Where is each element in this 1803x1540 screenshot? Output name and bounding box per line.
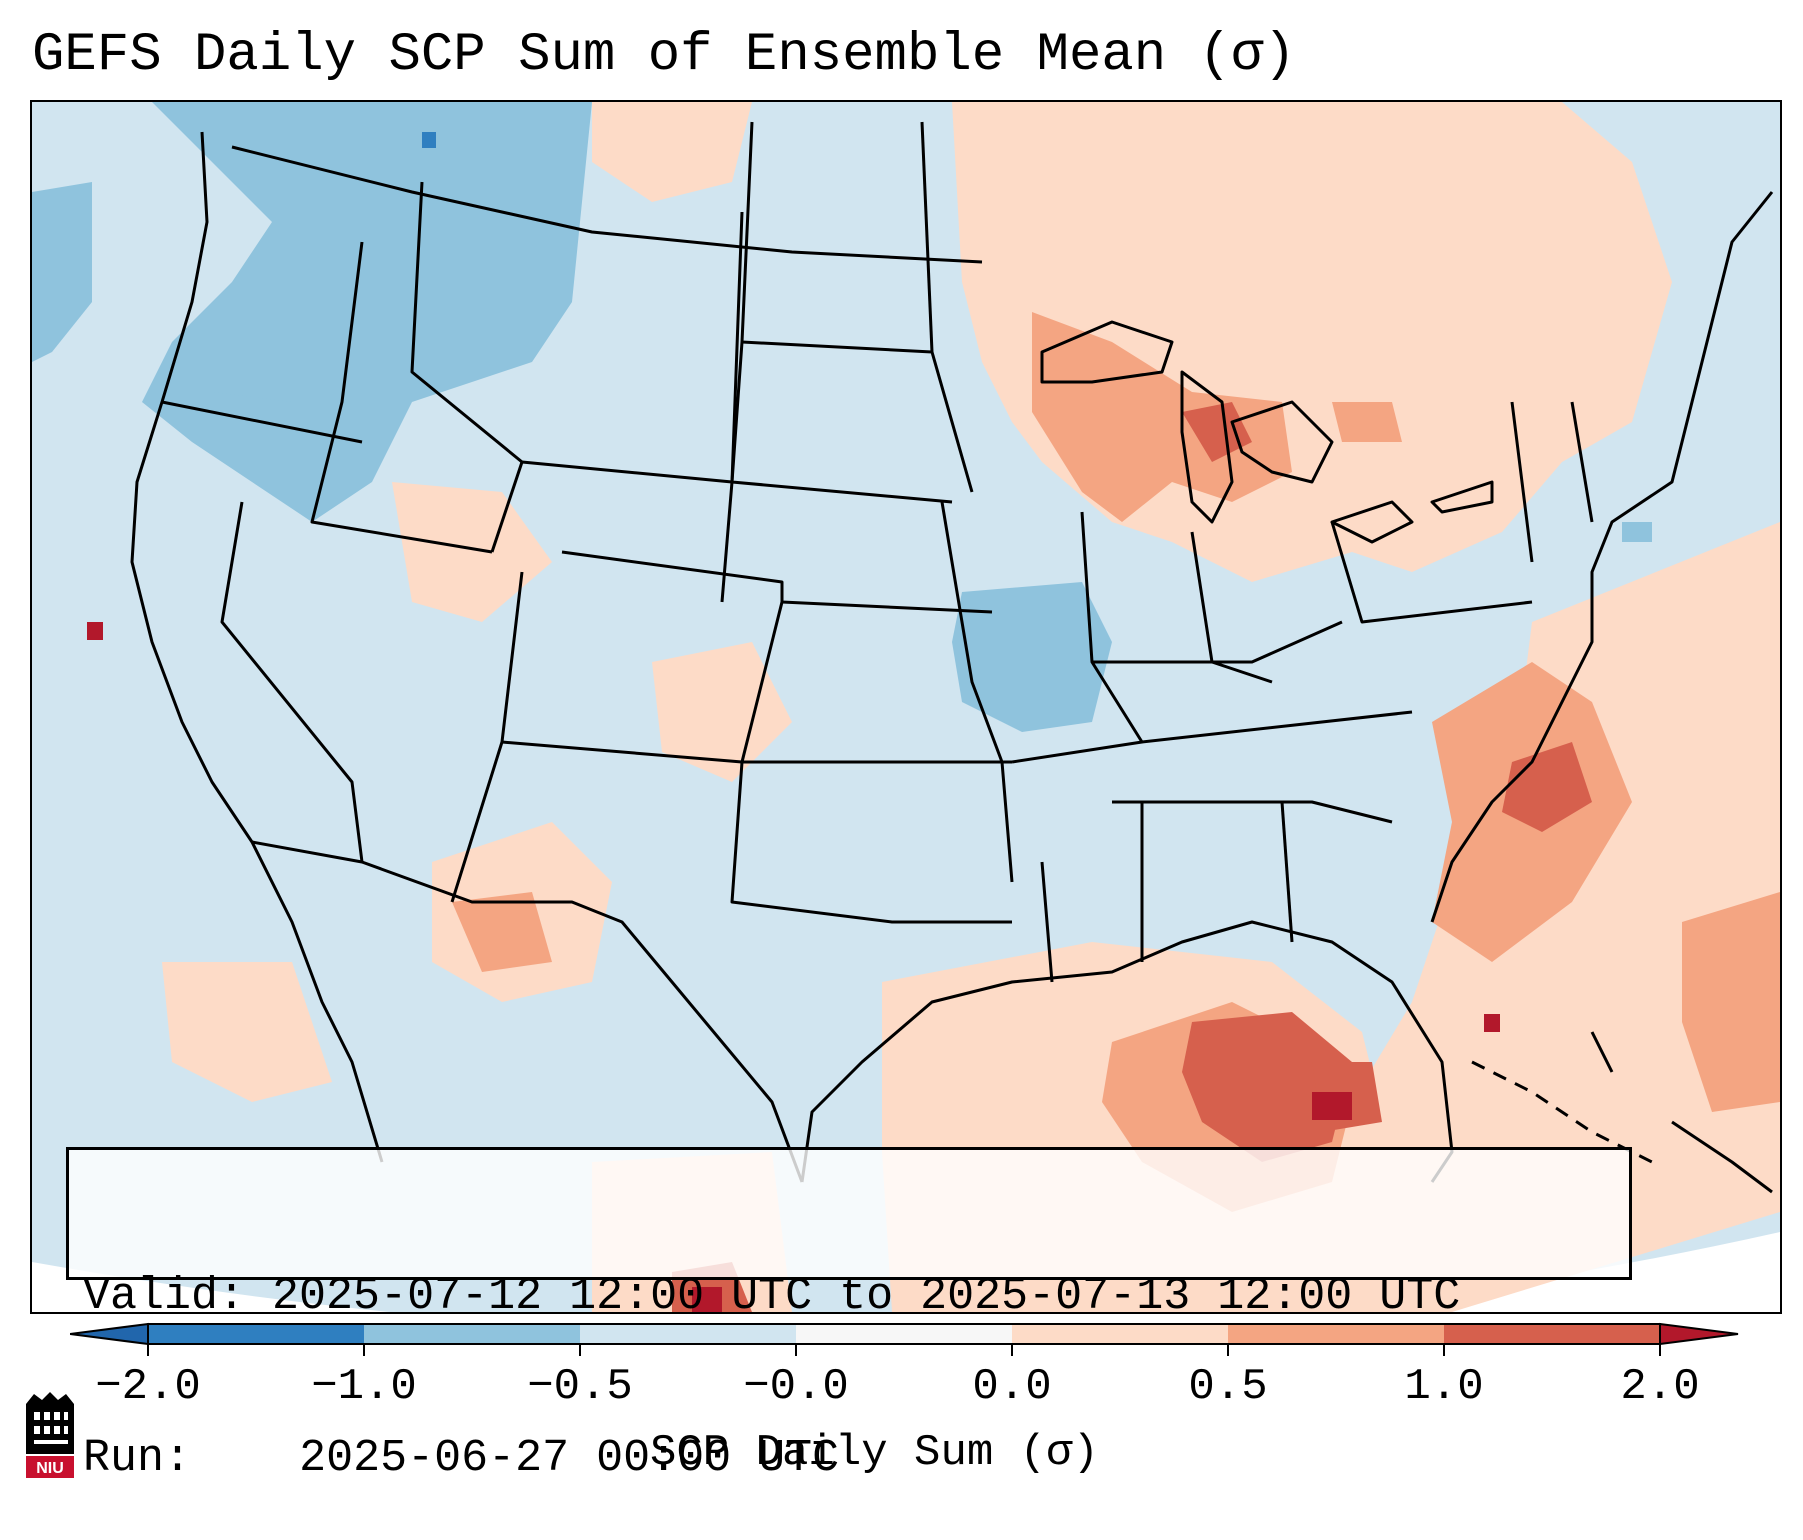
valid-line: Valid: 2025-07-12 12:00 UTC to 2025-07-1… [83, 1270, 1615, 1324]
logo-banner [26, 1456, 74, 1478]
scp-map [32, 102, 1780, 1312]
run-label: Run: [83, 1433, 192, 1484]
colorbar [70, 1322, 1739, 1356]
niu-logo: NIU [26, 1392, 74, 1478]
tick-label-4: 0.0 [972, 1362, 1052, 1412]
chart-title: GEFS Daily SCP Sum of Ensemble Mean (σ) [32, 25, 1296, 86]
colorbar-over-arrow [1659, 1322, 1739, 1346]
tick-label-3: −0.0 [743, 1362, 849, 1412]
colorbar-bin-4 [1012, 1324, 1228, 1344]
colorbar-outline [147, 1323, 1661, 1345]
map-panel [30, 100, 1782, 1314]
run-line: Run: 2025-06-27 00:00 UTC [83, 1432, 1615, 1486]
colorbar-bin-5 [1228, 1324, 1444, 1344]
valid-run-info-box: Valid: 2025-07-12 12:00 UTC to 2025-07-1… [66, 1147, 1632, 1484]
colorbar-label: SCP Daily Sum (σ) [650, 1428, 1099, 1478]
tick-label-0: −2.0 [95, 1362, 201, 1412]
colorbar-bin-2 [580, 1324, 796, 1344]
tick-label-7: 2.0 [1620, 1362, 1700, 1412]
colorbar-ticks [147, 1344, 1661, 1356]
strong-negative-cell [422, 132, 436, 148]
tick-label-6: 1.0 [1404, 1362, 1484, 1412]
valid-value: 2025-07-12 12:00 UTC to 2025-07-13 12:00… [272, 1271, 1461, 1322]
tick-label-2: −0.5 [527, 1362, 633, 1412]
colorbar-bin-0 [148, 1324, 364, 1344]
tick-label-5: 0.5 [1188, 1362, 1268, 1412]
coastlines-and-borders [130, 121, 1774, 1194]
extreme-positive-cells [87, 622, 1500, 1312]
valid-label: Valid: [83, 1271, 246, 1322]
colorbar-bin-6 [1444, 1324, 1660, 1344]
logo-text: NIU [36, 1460, 64, 1477]
colorbar-under-arrow [70, 1322, 149, 1346]
colorbar-bin-3 [796, 1324, 1012, 1344]
run-value: 2025-06-27 00:00 UTC [299, 1433, 840, 1484]
tick-label-1: −1.0 [311, 1362, 417, 1412]
colorbar-bin-1 [364, 1324, 580, 1344]
